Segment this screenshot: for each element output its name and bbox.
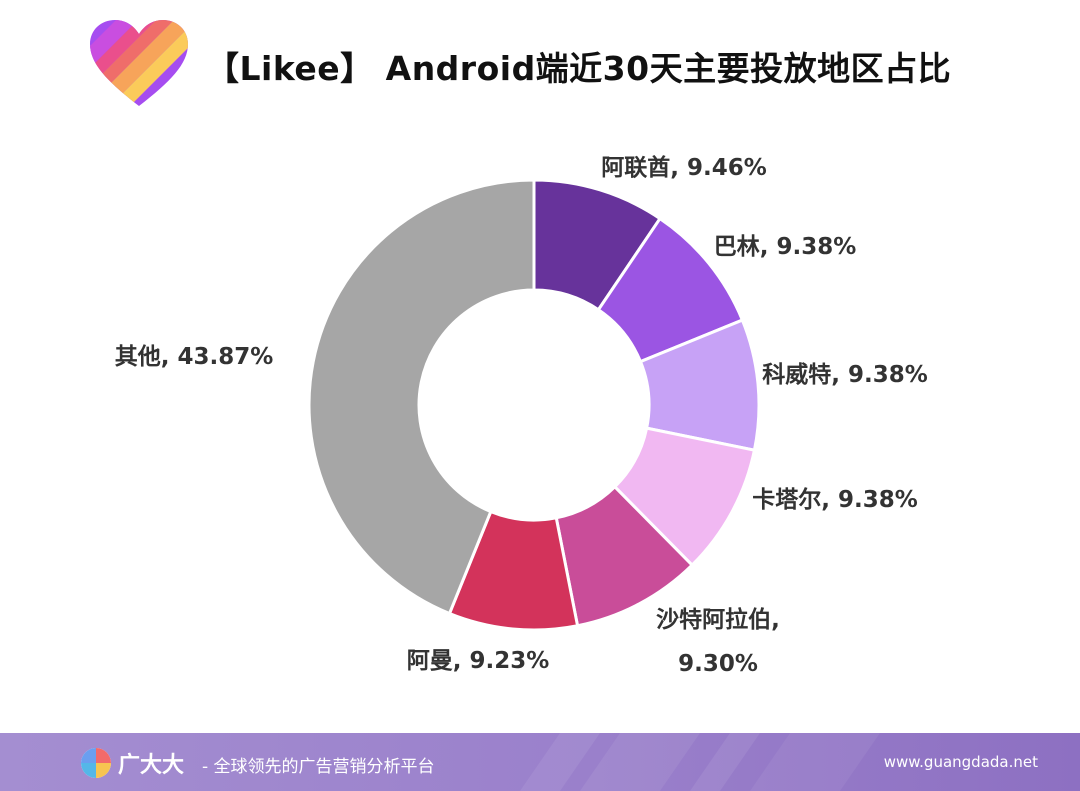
data-label-科威特: 科威特, 9.38% [762,361,928,388]
title-bar: 【Likee】 Android端近30天主要投放地区占比 [0,0,1080,130]
data-label-卡塔尔: 卡塔尔, 9.38% [752,486,918,513]
likee-heart-icon [90,20,188,106]
footer-slogan: - 全球领先的广告营销分析平台 [202,757,435,777]
slice-其他 [307,178,536,616]
data-label-阿联酋: 阿联酋, 9.46% [601,154,767,181]
data-label-巴林: 巴林, 9.38% [714,233,857,260]
data-label-沙特阿拉伯: 沙特阿拉伯, 9.30% [656,606,780,677]
footer-decoration [520,733,880,791]
slices-layer [307,178,761,632]
footer-brand: 广大大 [118,753,185,778]
labels-layer: 阿联酋, 9.46% 巴林, 9.38% 科威特, 9.38% 卡塔尔, 9.38% 沙… [115,154,928,677]
data-label-其他: 其他, 43.87% [115,344,274,370]
data-label-阿曼: 阿曼, 9.23% [407,648,550,674]
page-title: 【Likee】 Android端近30天主要投放地区占比 [206,49,952,88]
guangdada-logo-icon [81,748,111,778]
footer: 广大大 - 全球领先的广告营销分析平台 www.guangdada.net [0,733,1080,791]
footer-url[interactable]: www.guangdada.net [883,753,1038,771]
donut-chart: 阿联酋, 9.46% 巴林, 9.38% 科威特, 9.38% 卡塔尔, 9.38% 沙… [115,154,928,677]
